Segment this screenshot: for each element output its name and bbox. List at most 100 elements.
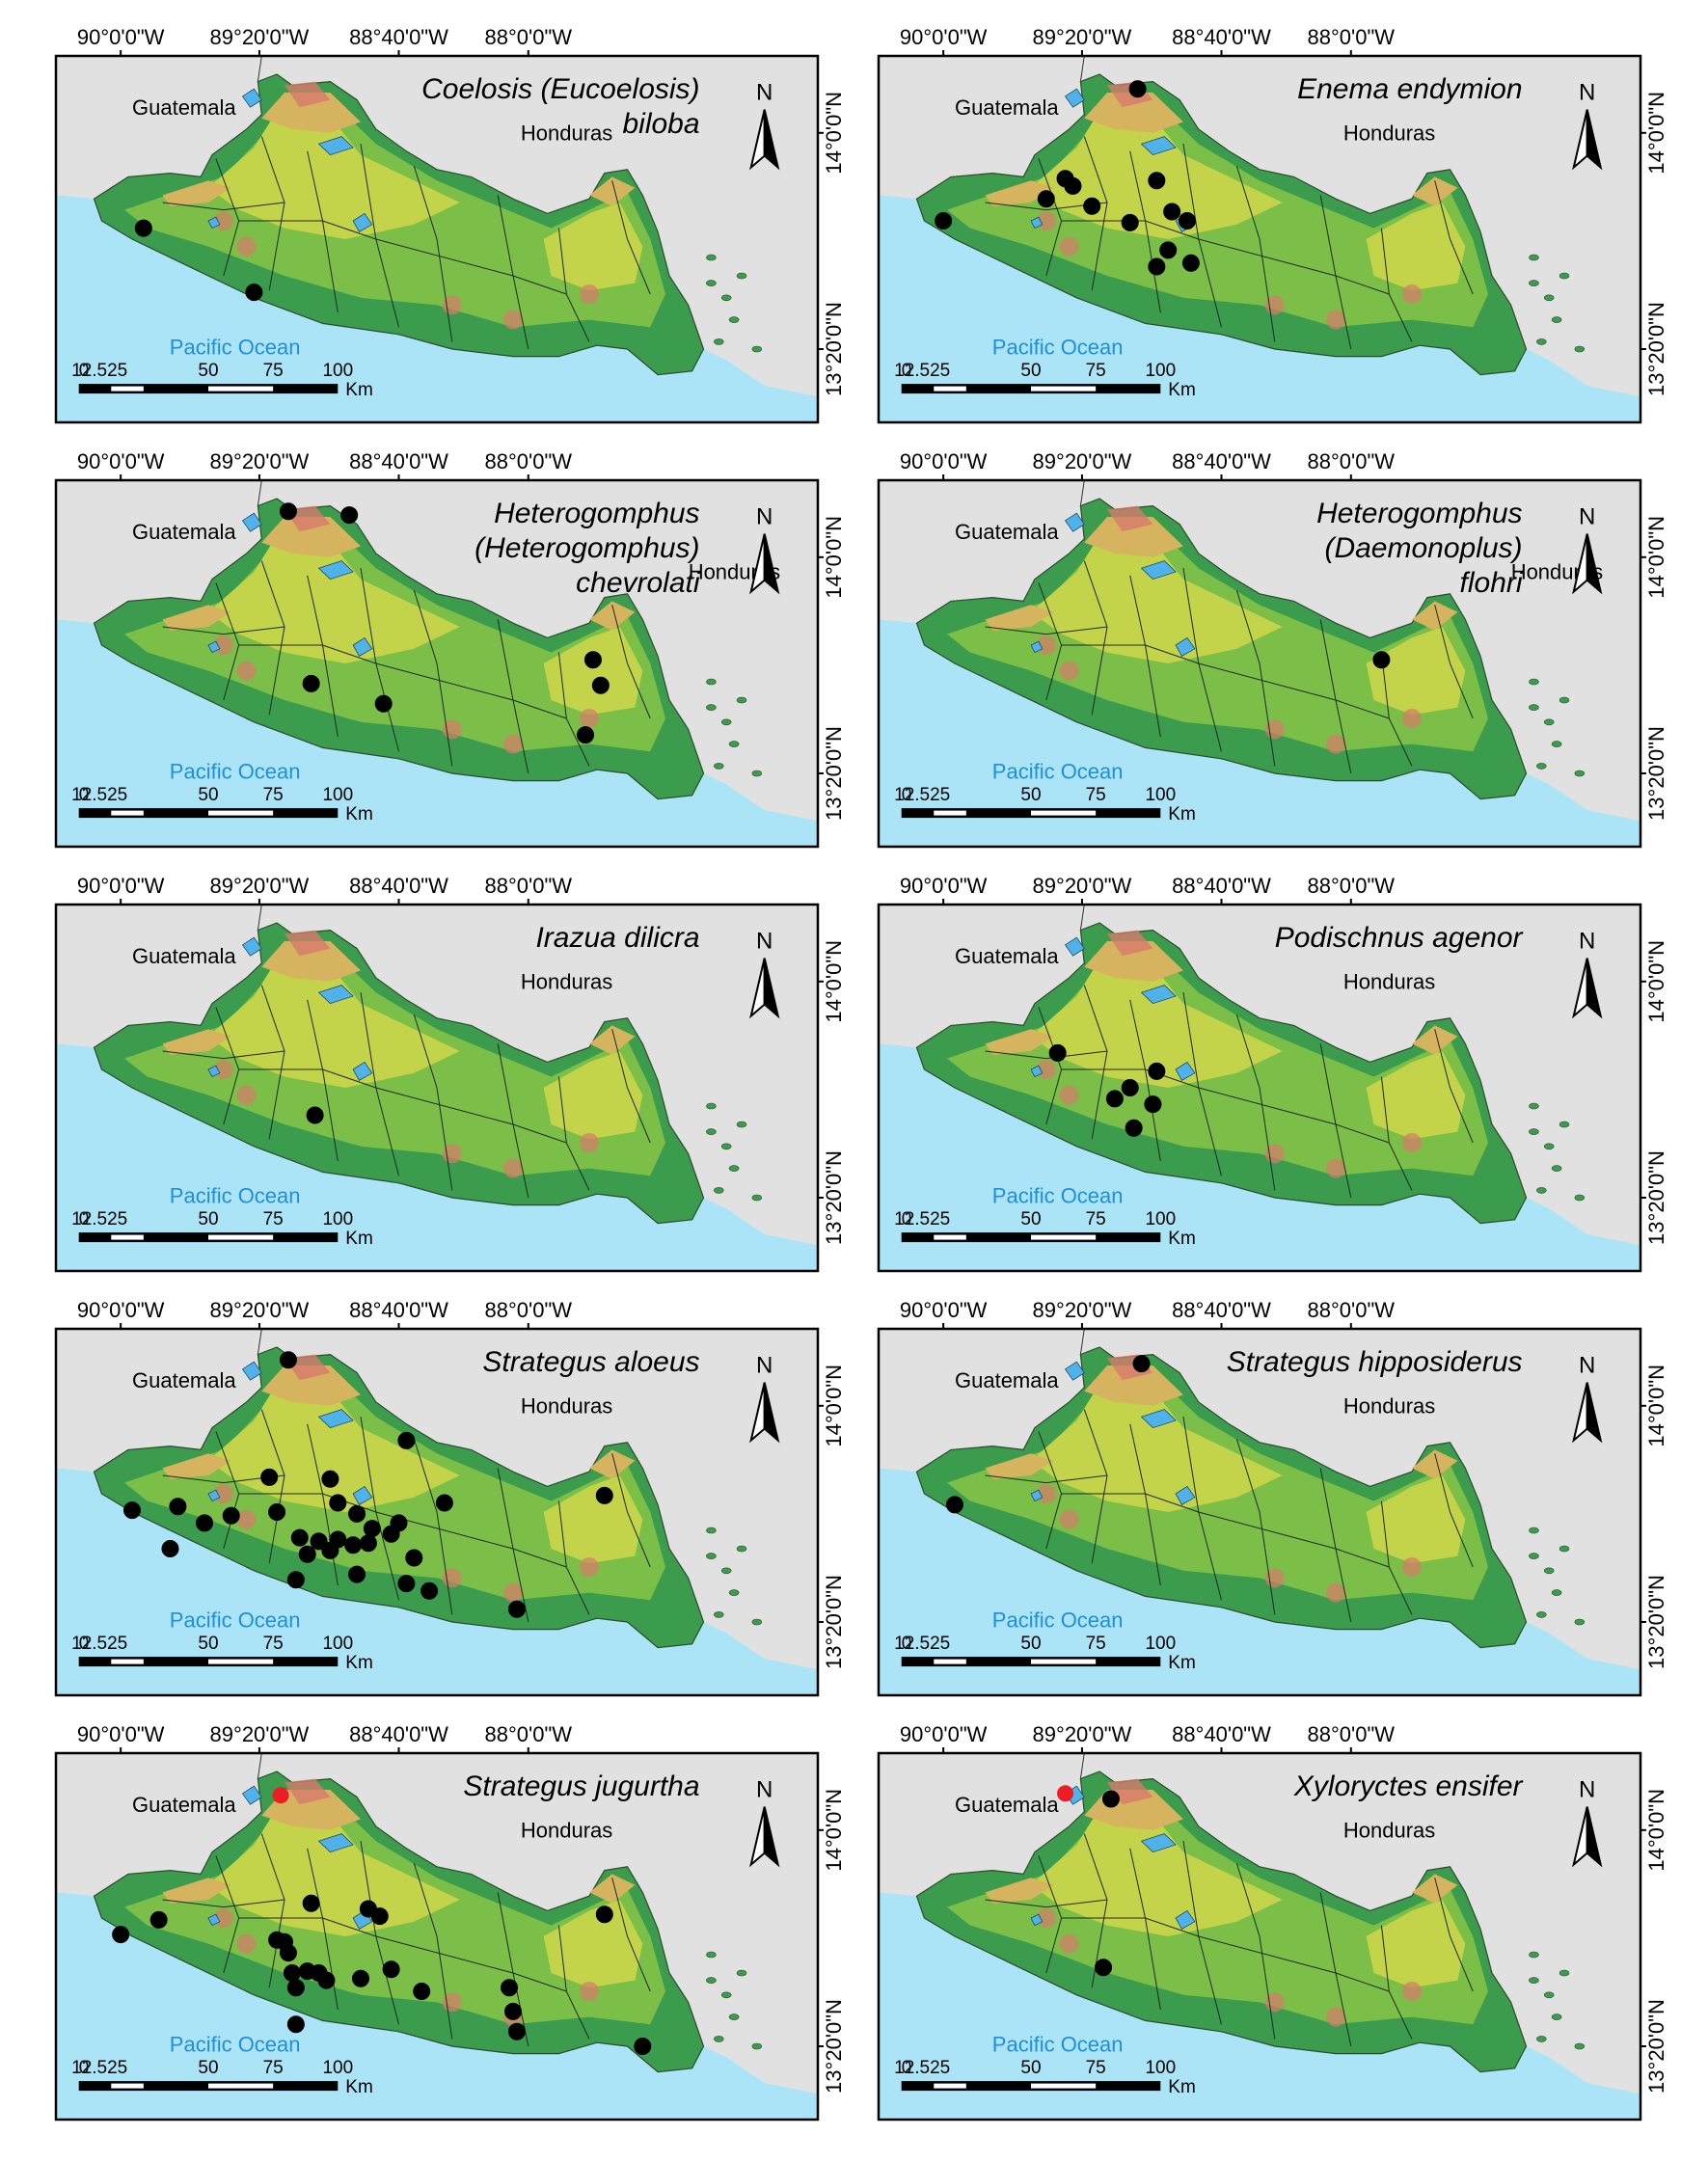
species-name-line: Heterogomphus <box>494 498 699 529</box>
north-label: N <box>756 80 773 106</box>
north-arrow-icon <box>749 1806 780 1868</box>
map-svg: 90°0'0"W 89°20'0"W 88°40'0"W 88°0'0"W 14°0'0… <box>877 1298 1668 1697</box>
honduras-label: Honduras <box>521 121 612 145</box>
occurrence-point <box>1128 80 1147 98</box>
scale-tick-label: 0 <box>79 2058 90 2078</box>
map-panel-6: 90°0'0"W 89°20'0"W 88°40'0"W 88°0'0"W 14°0'0… <box>877 872 1668 1292</box>
occurrence-point <box>196 1514 214 1532</box>
honduras-label: Honduras <box>521 1818 612 1842</box>
scale-tick-label: 12.525 <box>894 1634 950 1654</box>
guatemala-label: Guatemala <box>955 1793 1059 1817</box>
longitude-label: 89°20'0"W <box>210 1722 310 1746</box>
species-name-line: Strategus jugurtha <box>463 1770 699 1802</box>
occurrence-point <box>268 1503 286 1521</box>
occurrence-point <box>1101 1790 1120 1808</box>
occurrence-point <box>382 1960 400 1979</box>
longitude-label: 89°20'0"W <box>1033 449 1132 473</box>
scale-tick-label: 100 <box>322 2058 353 2078</box>
scale-tick-label: 100 <box>1145 1634 1176 1654</box>
north-label: N <box>1579 1777 1595 1803</box>
occurrence-point <box>317 1971 336 1989</box>
map-panel-9: 90°0'0"W 89°20'0"W 88°40'0"W 88°0'0"W 14°0'0… <box>54 1720 846 2141</box>
occurrence-point <box>348 1565 366 1583</box>
scale-unit-label: Km <box>1168 1653 1196 1673</box>
longitude-label: 88°0'0"W <box>485 1298 573 1322</box>
longitude-label: 88°40'0"W <box>349 874 448 898</box>
occurrence-point <box>1148 172 1166 190</box>
occurrence-point <box>1148 1062 1166 1080</box>
north-arrow-icon <box>749 958 780 1019</box>
occurrence-point <box>149 1910 168 1929</box>
occurrence-point <box>302 674 320 692</box>
map-frame: 14°0'0"N13°20'0"NGuatemalaHondurasPacifi… <box>877 903 1668 1273</box>
scale-unit-label: Km <box>345 1653 373 1673</box>
occurrence-point <box>1372 651 1391 669</box>
longitude-label: 88°40'0"W <box>349 1298 448 1322</box>
longitude-label: 89°20'0"W <box>210 25 310 49</box>
guatemala-label: Guatemala <box>132 944 236 968</box>
map-svg: 90°0'0"W 89°20'0"W 88°40'0"W 88°0'0"W 14°0'0… <box>877 449 1668 849</box>
longitude-label: 90°0'0"W <box>900 874 988 898</box>
map-panel-1: 90°0'0"W 89°20'0"W 88°40'0"W 88°0'0"W 14°0'0… <box>54 23 846 444</box>
longitude-label: 89°20'0"W <box>1033 874 1132 898</box>
longitude-label: 88°0'0"W <box>485 874 573 898</box>
species-name-line: Xyloryctes ensifer <box>1293 1770 1524 1802</box>
occurrence-point <box>583 651 602 669</box>
latitude-label: 13°20'0"N <box>822 1575 846 1669</box>
longitude-label: 90°0'0"W <box>77 1722 165 1746</box>
occurrence-point <box>1037 190 1055 208</box>
scale-tick-label: 100 <box>322 785 353 805</box>
species-name-line: Strategus hipposiderus <box>1227 1346 1523 1378</box>
scale-tick-label: 75 <box>1086 1634 1106 1654</box>
latitude-label: 13°20'0"N <box>822 302 846 396</box>
scale-unit-label: Km <box>345 380 373 400</box>
species-name-line: (Heterogomphus) <box>474 532 699 564</box>
north-label: N <box>756 504 773 530</box>
scale-tick-label: 12.525 <box>894 2058 950 2078</box>
occurrence-point <box>363 1520 381 1538</box>
longitude-label: 90°0'0"W <box>77 874 165 898</box>
map-frame: 14°0'0"N 13°20'0"N Guatemala Honduras Pacifi… <box>54 54 846 424</box>
occurrence-point <box>222 1506 240 1525</box>
occurrence-point <box>1178 212 1196 230</box>
occurrence-point <box>591 676 610 694</box>
map-svg: 90°0'0"W 89°20'0"W 88°40'0"W 88°0'0"W 14°0'0… <box>877 25 1668 424</box>
guatemala-label: Guatemala <box>132 95 236 120</box>
occurrence-point <box>634 2038 652 2055</box>
latitude-label: 14°0'0"N <box>1644 516 1668 599</box>
occurrence-point <box>1132 1355 1151 1373</box>
scale-tick-label: 0 <box>902 2058 912 2078</box>
scale-tick-label: 100 <box>322 1209 353 1230</box>
scale-tick-label: 100 <box>322 361 353 381</box>
occurrence-point <box>286 2015 305 2034</box>
ocean-label: Pacific Ocean <box>170 1184 301 1208</box>
ocean-label: Pacific Ocean <box>170 760 301 784</box>
longitude-label: 89°20'0"W <box>210 1298 310 1322</box>
scale-tick-label: 50 <box>1020 785 1041 805</box>
occurrence-point <box>374 694 393 713</box>
occurrence-point <box>1121 213 1139 231</box>
scale-tick-label: 12.525 <box>894 1209 950 1230</box>
north-arrow-icon <box>1572 533 1603 595</box>
ocean-label: Pacific Ocean <box>170 336 301 360</box>
honduras-label: Honduras <box>1343 969 1435 993</box>
scale-tick-label: 100 <box>1145 361 1176 381</box>
honduras-label: Honduras <box>1343 1393 1435 1418</box>
occurrence-point <box>161 1540 179 1557</box>
honduras-label: Honduras <box>521 969 612 993</box>
longitude-label: 88°40'0"W <box>349 25 448 49</box>
north-label: N <box>1579 1353 1595 1379</box>
longitude-label: 88°0'0"W <box>1308 1298 1396 1322</box>
scale-tick-label: 75 <box>263 361 284 381</box>
latitude-label: 14°0'0"N <box>822 92 846 175</box>
occurrence-point <box>382 1525 400 1543</box>
occurrence-point <box>507 1600 526 1618</box>
occurrence-point <box>321 1470 339 1488</box>
species-name-line: (Daemonoplus) <box>1324 532 1522 564</box>
map-svg: 90°0'0"W 89°20'0"W 88°40'0"W 88°0'0"W 14°0'0… <box>54 449 846 849</box>
scale-unit-label: Km <box>345 2077 373 2097</box>
longitude-label: 90°0'0"W <box>900 1298 988 1322</box>
occurrence-point <box>169 1498 187 1516</box>
map-frame: 14°0'0"N13°20'0"NGuatemalaHondurasPacifi… <box>877 478 1668 849</box>
scale-tick-label: 50 <box>198 361 218 381</box>
